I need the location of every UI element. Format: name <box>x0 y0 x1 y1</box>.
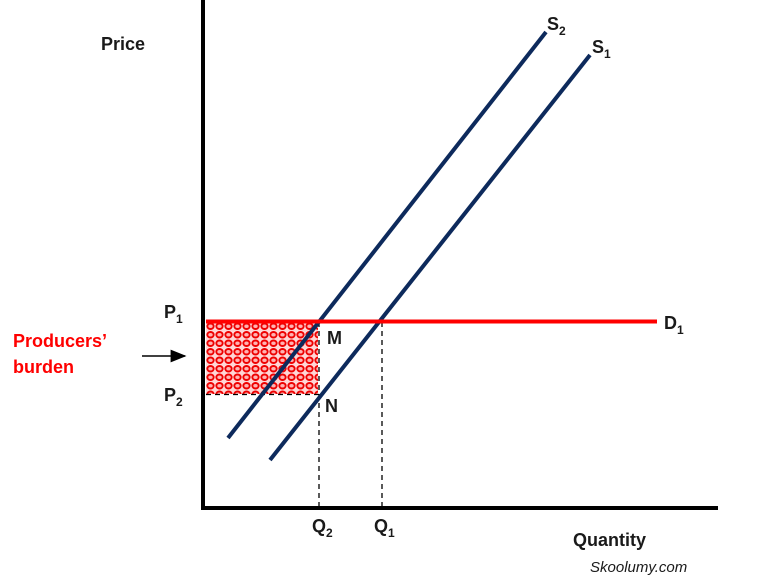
p2-label: P2 <box>164 385 183 409</box>
s2-label: S2 <box>547 14 566 38</box>
q1-label: Q1 <box>374 516 395 540</box>
supply-curve-s1 <box>268 53 592 462</box>
producers-burden-line2: burden <box>13 357 74 377</box>
watermark: Skoolumy.com <box>590 559 687 576</box>
point-m-label: M <box>327 328 342 348</box>
q2-label: Q2 <box>312 516 333 540</box>
supply-curve-s2 <box>226 30 548 440</box>
x-axis-label: Quantity <box>573 530 646 550</box>
d1-label: D1 <box>664 313 684 337</box>
s1-label: S1 <box>592 37 611 61</box>
producers-burden-line1: Producers’ <box>13 331 107 351</box>
p1-label: P1 <box>164 302 183 326</box>
producers-burden-area <box>206 322 318 394</box>
y-axis-label: Price <box>101 34 145 54</box>
point-n-label: N <box>325 396 338 416</box>
